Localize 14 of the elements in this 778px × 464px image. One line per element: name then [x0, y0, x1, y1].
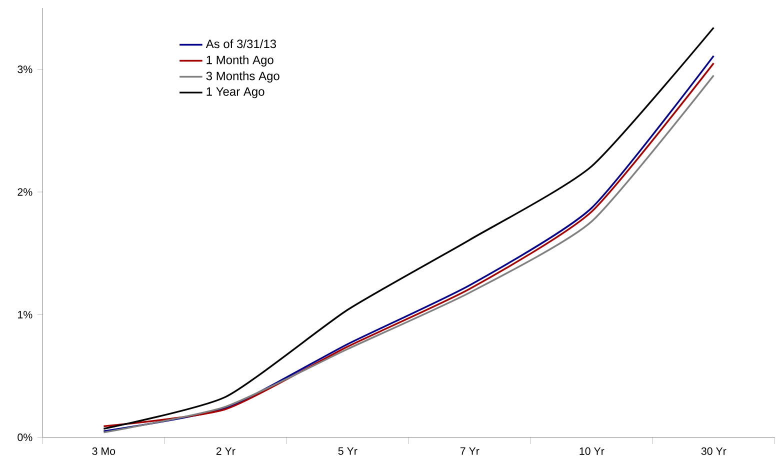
y-tick-label: 1%: [18, 310, 32, 318]
legend-label: As of 3/31/13: [206, 39, 276, 48]
x-tick-label: 30 Yr: [701, 447, 726, 455]
x-tick-label: 3 Mo: [92, 447, 116, 455]
x-tick-label: 10 Yr: [580, 447, 604, 455]
legend-label: 1 Year Ago: [206, 87, 264, 98]
y-tick-label: 3%: [18, 66, 32, 74]
y-tick-label: 2%: [18, 188, 32, 196]
y-tick-label: 0%: [18, 434, 32, 442]
x-tick-label: 2 Yr: [216, 447, 236, 455]
legend-label: 3 Months Ago: [206, 71, 280, 83]
x-tick-label: 7 Yr: [460, 447, 480, 455]
legend-label: 1 Month Ago: [206, 55, 274, 67]
x-tick-label: 5 Yr: [338, 447, 358, 455]
